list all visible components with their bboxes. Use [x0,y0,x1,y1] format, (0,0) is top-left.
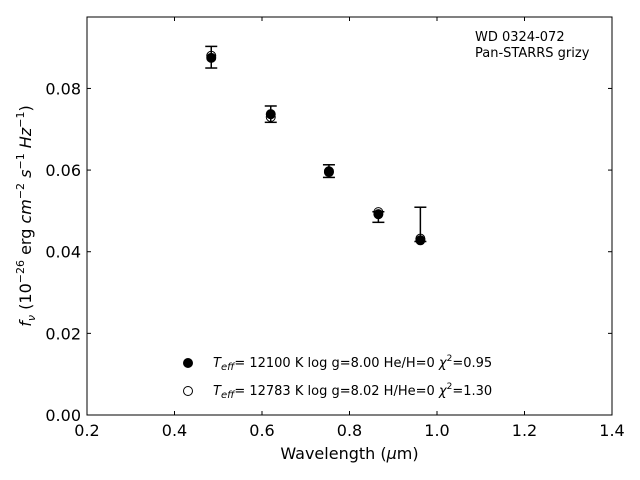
data-markers [206,50,426,246]
y-tick-label: 0.00 [45,406,81,425]
data-point-open [415,233,426,244]
annotation-survey: Pan-STARRS grizy [475,46,590,61]
legend-marker-filled [183,358,193,368]
data-point-open [265,112,276,123]
x-tick-label: 0.6 [249,421,274,440]
data-point-filled [373,209,384,220]
legend: Teff= 12100 K log g=8.00 He/H=0 χ2=0.95 … [183,354,492,401]
x-tick-label: 1.2 [512,421,537,440]
x-tick-label: 1.0 [424,421,449,440]
y-tick-label: 0.06 [45,161,81,180]
x-tick-label: 0.2 [74,421,99,440]
y-axis-label: fν (10−26 erg cm−2 s−1 Hz−1) [14,105,38,326]
x-tick-label: 0.8 [337,421,362,440]
y-tick-label: 0.08 [45,79,81,98]
x-tick-label: 1.4 [599,421,624,440]
y-tick-label: 0.02 [45,324,81,343]
error-bars [205,45,427,243]
x-tick-label: 0.4 [162,421,187,440]
annotation-object: WD 0324-072 [475,30,565,45]
x-axis-label: Wavelength (μm) [280,444,418,463]
legend-marker-open [183,386,193,396]
data-point-filled [323,166,334,177]
legend-entry-open: Teff= 12783 K log g=8.02 H/He=0 χ2=1.30 [213,382,492,401]
data-point-open [206,50,217,61]
legend-entry-filled: Teff= 12100 K log g=8.00 He/H=0 χ2=0.95 [213,354,492,373]
data-point-open [323,167,334,178]
axis-ticks: 0.2 0.4 0.6 0.8 1.0 1.2 1.4 0.00 0.02 0.04 0.06 0.0… [45,17,625,440]
y-tick-label: 0.04 [45,243,81,262]
data-point-filled [206,52,217,63]
data-point-open [373,207,384,218]
data-point-filled [265,109,276,120]
